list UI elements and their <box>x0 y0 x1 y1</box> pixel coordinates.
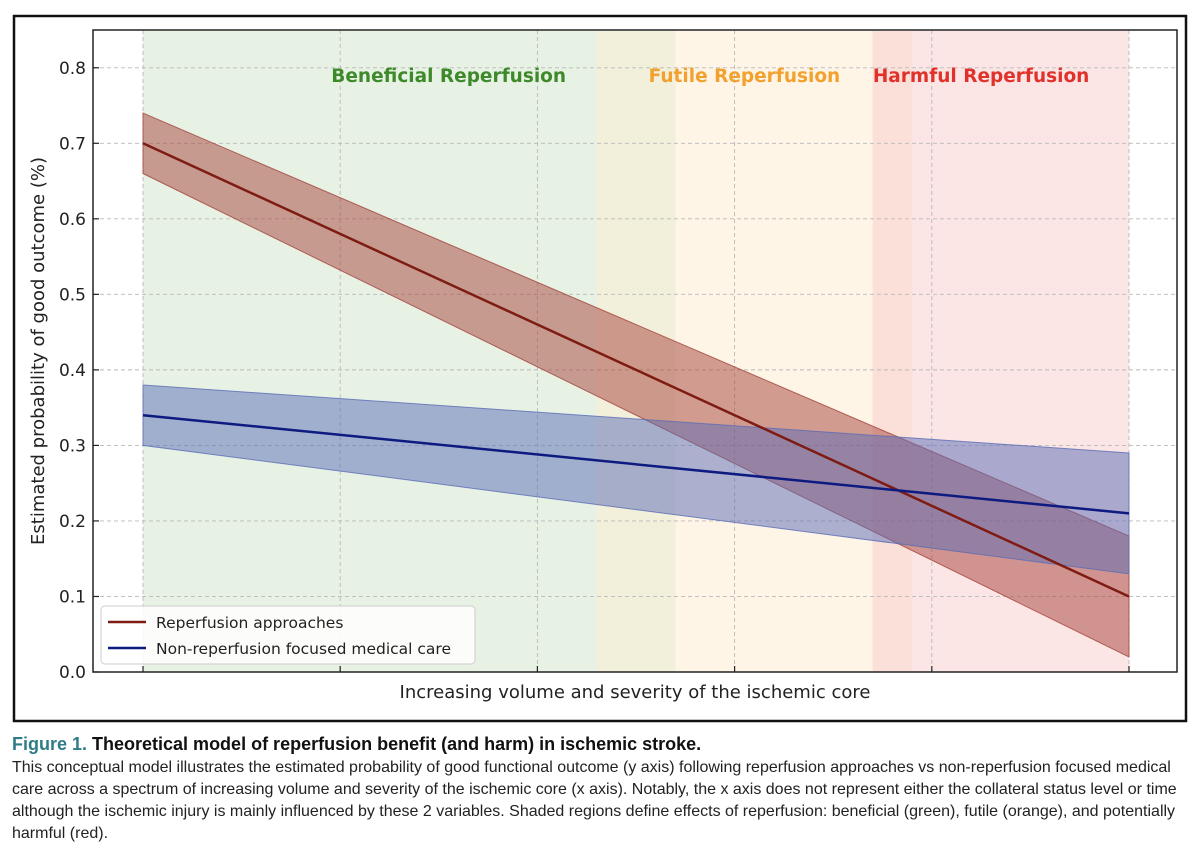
legend: Reperfusion approaches Non-reperfusion f… <box>100 605 476 665</box>
y-tick-label: 0.8 <box>59 59 86 79</box>
legend-label-reperfusion: Reperfusion approaches <box>156 614 343 632</box>
axis-ticks: 0.0 0.1 0.2 0.3 0.4 0.5 0.6 0.7 0.8 <box>59 59 1130 683</box>
caption-body: This conceptual model illustrates the es… <box>12 759 1177 842</box>
legend-box <box>100 605 476 665</box>
caption-heading: Figure 1. Theoretical model of reperfusi… <box>12 733 1192 755</box>
figure-caption: Figure 1. Theoretical model of reperfusi… <box>12 733 1192 845</box>
region-label-2: Harmful Reperfusion <box>873 66 1090 87</box>
y-tick-label: 0.7 <box>59 134 86 154</box>
band-series-1 <box>142 384 1130 575</box>
line-series-1 <box>142 413 1130 515</box>
x-axis-label: Increasing volume and severity of the is… <box>400 682 871 703</box>
y-tick-label: 0.1 <box>59 587 86 607</box>
figure-frame: Beneficial Reperfusion Futile Reperfusion… <box>12 14 1188 723</box>
confidence-bands <box>142 112 1130 658</box>
series-lines <box>142 142 1130 598</box>
plot-area-border <box>92 29 1178 673</box>
caption-title: Theoretical model of reperfusion benefit… <box>92 734 702 754</box>
y-tick-label: 0.5 <box>59 285 86 305</box>
line-series-0 <box>142 142 1130 598</box>
caption-figure-number: Figure 1. <box>12 734 88 754</box>
shaded-regions <box>143 31 1129 672</box>
region-label-1: Futile Reperfusion <box>649 66 841 87</box>
y-axis-label: Estimated probability of good outcome (%… <box>28 157 49 545</box>
y-tick-label: 0.3 <box>59 436 86 456</box>
y-tick-label: 0.6 <box>59 210 86 230</box>
region-labels: Beneficial Reperfusion Futile Reperfusion… <box>331 66 1089 87</box>
y-tick-label: 0.0 <box>59 663 86 683</box>
y-tick-label: 0.4 <box>59 361 86 381</box>
y-tick-label: 0.2 <box>59 512 86 532</box>
region-label-0: Beneficial Reperfusion <box>331 66 566 87</box>
legend-label-medical-care: Non-reperfusion focused medical care <box>156 640 451 658</box>
